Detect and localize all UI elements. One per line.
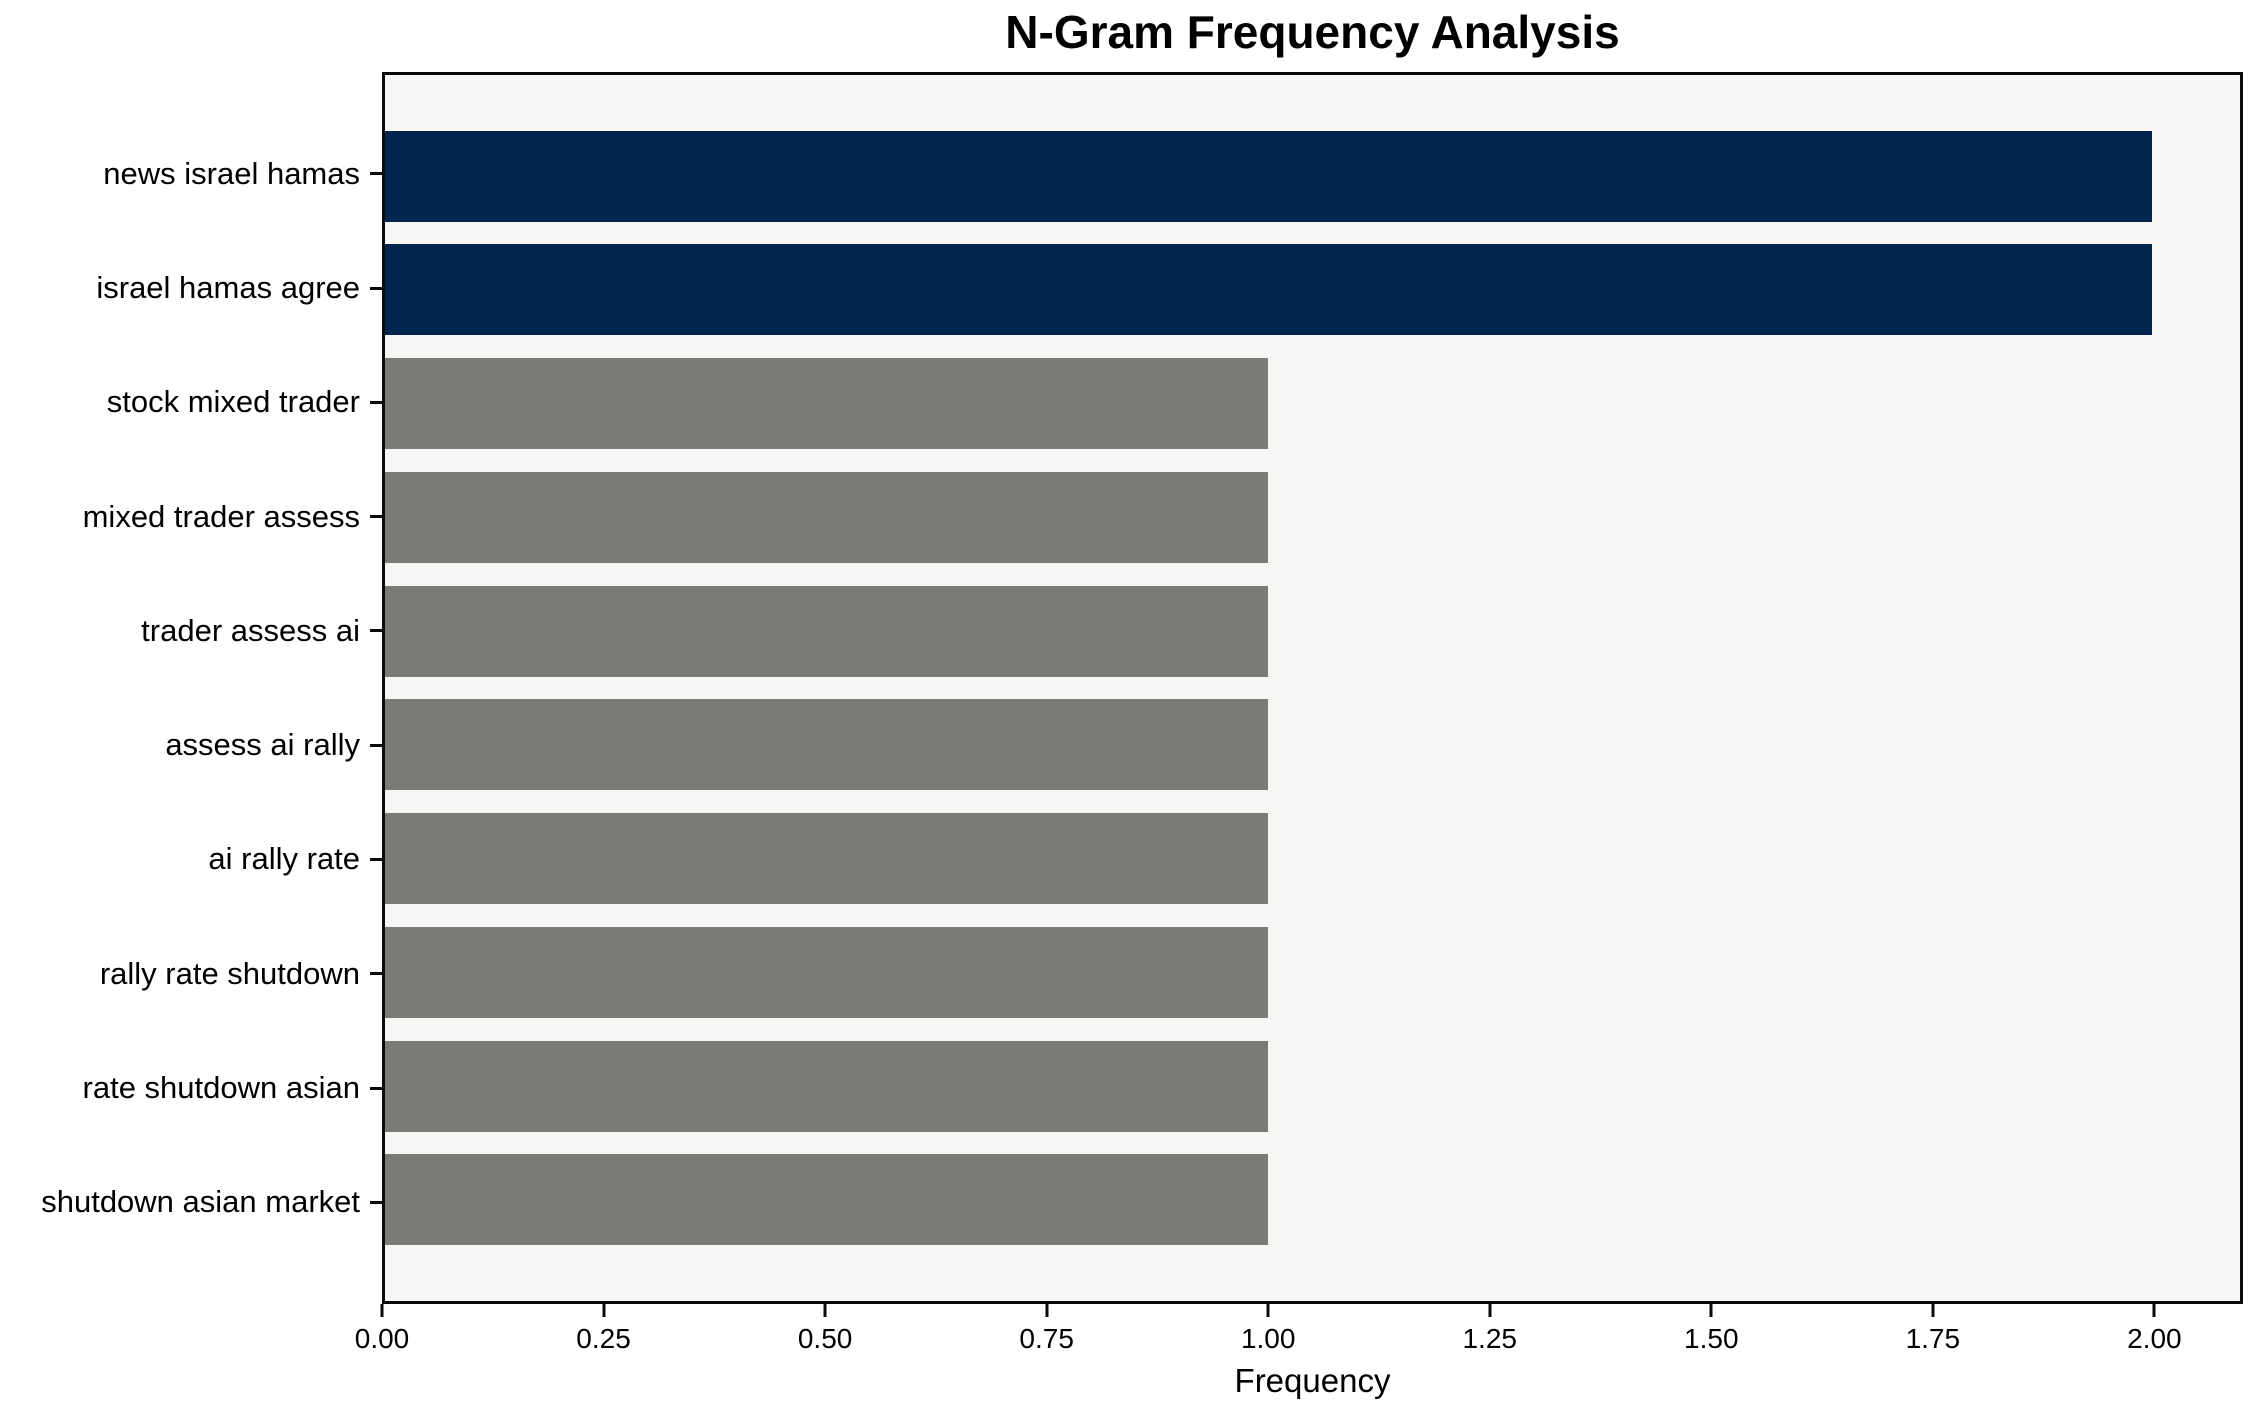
y-tick-label: mixed trader assess [82,498,360,534]
x-tick-mark [2152,1304,2156,1317]
y-tick-label: israel hamas agree [96,270,360,305]
x-tick-label: 1.25 [1462,1323,1517,1354]
x-tick-label: 1.75 [1905,1323,1961,1354]
x-tick-mark [602,1304,606,1317]
bar [385,130,2152,222]
y-tick-mark [370,286,382,290]
y-tick-mark [370,857,382,861]
x-tick-label: 0.25 [576,1323,631,1354]
bar [385,1040,1269,1132]
bar [385,471,1269,563]
x-tick-label: 0.00 [354,1323,410,1354]
y-tick-mark [370,400,382,404]
y-tick-label: shutdown asian market [41,1184,360,1220]
y-tick-mark [370,972,382,976]
bar [385,585,1269,677]
y-tick-label: rate shutdown asian [82,1070,360,1105]
y-tick-mark [370,1200,382,1204]
y-tick-label: trader assess ai [141,612,360,648]
y-tick-label: ai rally rate [208,841,360,877]
y-tick-mark [370,515,382,519]
x-tick-mark [1709,1304,1713,1317]
y-tick-mark [370,743,382,747]
bar [385,699,1269,791]
x-tick-label: 2.00 [2127,1323,2182,1354]
x-tick-mark [380,1304,384,1317]
y-tick-label: news israel hamas [103,155,360,191]
x-tick-label: 0.75 [1019,1323,1074,1354]
plot-area [382,72,2243,1304]
chart-title: N-Gram Frequency Analysis [1005,6,1620,58]
x-tick-label: 1.50 [1684,1323,1739,1354]
y-tick-label: rally rate shutdown [99,955,360,991]
x-tick-mark [1266,1304,1270,1317]
bar [385,813,1269,905]
y-tick-mark [370,1086,382,1090]
x-tick-mark [1488,1304,1492,1317]
bar [385,358,1269,450]
x-tick-mark [823,1304,827,1317]
bar [385,1154,1269,1246]
x-axis-label: Frequency [1234,1362,1391,1399]
x-tick-label: 1.00 [1240,1323,1296,1354]
y-tick-label: assess ai rally [165,727,360,763]
y-tick-mark [370,172,382,176]
x-tick-mark [1045,1304,1049,1317]
x-tick-mark [1931,1304,1935,1317]
bar [385,244,2152,336]
x-tick-label: 0.50 [797,1323,853,1354]
bars-layer [385,75,2240,1301]
bar [385,926,1269,1018]
y-tick-mark [370,629,382,633]
y-tick-label: stock mixed trader [106,384,360,420]
